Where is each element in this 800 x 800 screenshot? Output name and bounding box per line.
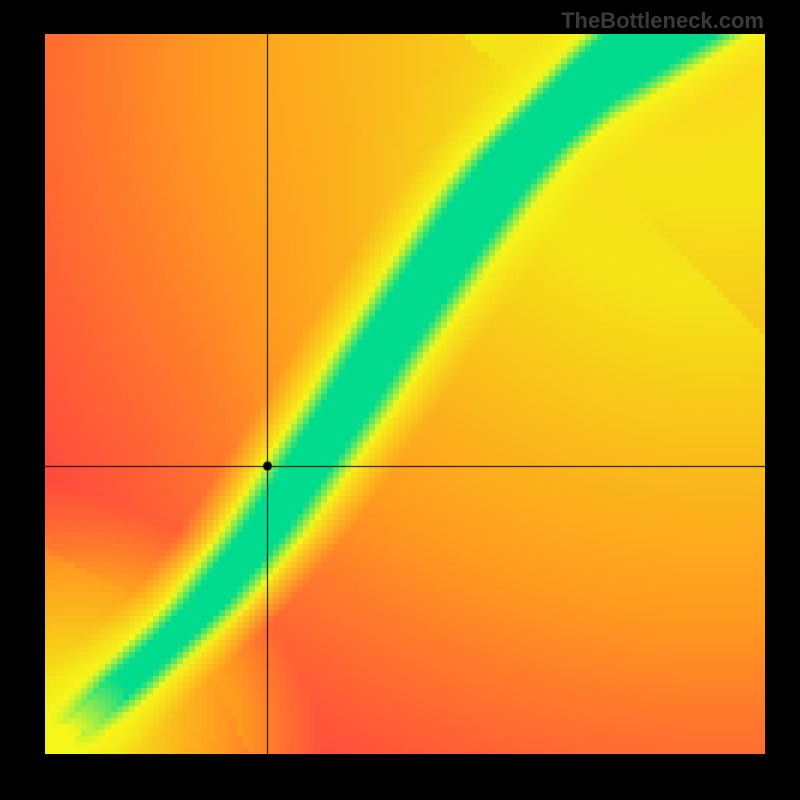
watermark-text: TheBottleneck.com bbox=[561, 8, 764, 34]
crosshair-overlay bbox=[45, 34, 765, 754]
chart-container: TheBottleneck.com bbox=[0, 0, 800, 800]
